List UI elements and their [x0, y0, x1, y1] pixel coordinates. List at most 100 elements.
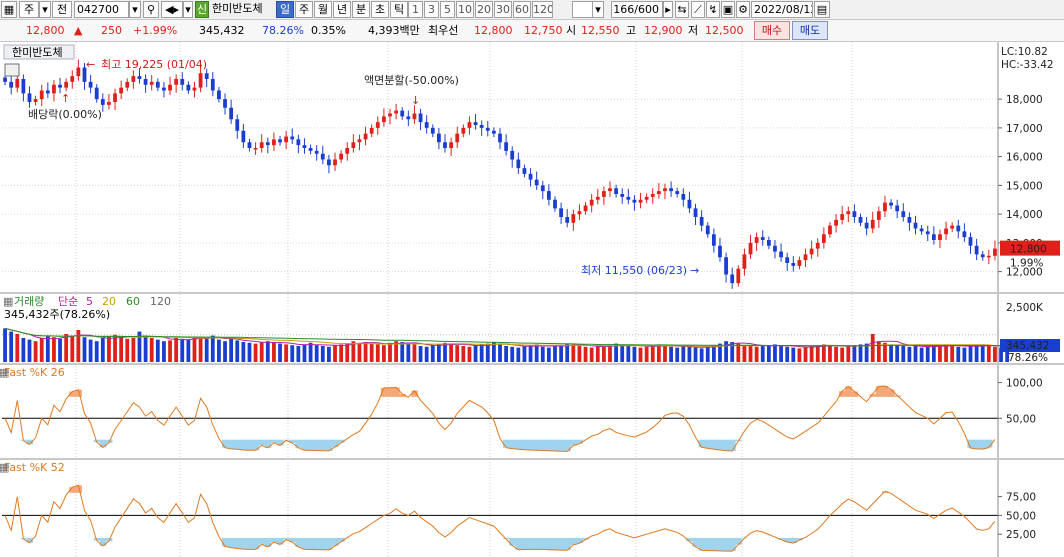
interval-chevron-down-icon[interactable]: ▾	[592, 1, 604, 18]
fastk52-oversold-fill	[570, 537, 577, 545]
fastk52-oversold-fill	[509, 537, 516, 546]
volume-bar	[296, 346, 301, 362]
interval-button-30[interactable]: 30	[494, 1, 512, 18]
volume-bar	[870, 334, 875, 362]
period-tab-1[interactable]: 주	[295, 1, 313, 18]
fastk26-oversold-fill	[533, 439, 541, 451]
interval-button-5[interactable]: 5	[440, 1, 455, 18]
volume-bar	[986, 346, 991, 362]
speaker-icon[interactable]: ◀▸	[161, 1, 183, 18]
compare-icon[interactable]: ⇆	[675, 1, 689, 18]
period-tab-0[interactable]: 일	[276, 1, 294, 18]
fastk52-oversold-fill	[686, 537, 693, 542]
volume-value: 345,432	[199, 24, 245, 37]
fastk26-oversold-fill	[521, 439, 528, 450]
candle-body	[815, 242, 820, 249]
interval-button-120[interactable]: 120	[532, 1, 553, 18]
candle-body	[400, 110, 405, 117]
candle-body	[388, 113, 392, 117]
fastk26-line	[4, 385, 996, 452]
fastk52-oversold-fill	[221, 537, 229, 547]
candle-body	[9, 81, 14, 88]
candle-body	[131, 76, 136, 82]
interval-button-3[interactable]: 3	[424, 1, 439, 18]
volume-bar	[473, 345, 478, 362]
count-chevron-icon[interactable]: ▸	[663, 1, 673, 18]
zigzag-icon[interactable]: ↯	[706, 1, 720, 18]
candle-body	[15, 79, 20, 88]
fastk26-overbought-fill	[869, 394, 877, 397]
interval-button-1[interactable]: 1	[408, 1, 423, 18]
prev-button[interactable]: 전	[52, 1, 72, 18]
interval-button-20[interactable]: 20	[475, 1, 493, 18]
period-tab-3[interactable]: 년	[333, 1, 351, 18]
stock-chart[interactable]: 18,00017,00016,00015,00014,00013,00012,0…	[0, 42, 1064, 557]
candle-body	[473, 122, 478, 125]
period-tab-4[interactable]: 분	[352, 1, 370, 18]
candle-body	[577, 211, 582, 215]
fastk26-oversold-fill	[307, 439, 315, 451]
data-count-field[interactable]: 166/600	[611, 1, 663, 18]
candle-body	[675, 191, 680, 194]
candle-body	[870, 219, 875, 229]
fastk26-oversold-fill	[319, 439, 327, 451]
candle-body	[650, 194, 655, 197]
market-select[interactable]: 주	[19, 1, 39, 18]
save-icon[interactable]: ▣	[721, 1, 735, 18]
period-tab-2[interactable]: 월	[314, 1, 332, 18]
high-arrow-icon: ←	[86, 58, 95, 71]
volume-bar	[100, 338, 105, 362]
volume-bar	[58, 338, 62, 362]
calendar-icon[interactable]: ▤	[814, 1, 830, 18]
buy-button[interactable]: 매수	[754, 21, 790, 40]
period-tab-5[interactable]: 초	[371, 1, 389, 18]
volume-bar	[443, 342, 447, 362]
fastk26-oversold-fill	[576, 439, 583, 444]
fastk26-overbought-fill	[399, 393, 406, 397]
volume-bar	[980, 344, 985, 362]
stock-code-input[interactable]: 042700	[74, 1, 129, 18]
fastk26-oversold-fill	[289, 439, 296, 443]
volume-bar	[82, 337, 87, 362]
volume-bar	[88, 339, 93, 362]
candle-body	[198, 73, 203, 88]
priority-label: 최우선	[428, 24, 459, 37]
volume-bar	[235, 340, 240, 362]
volume-bar	[632, 346, 637, 362]
fastk26-overbought-fill	[411, 390, 419, 397]
candle-body	[724, 257, 728, 275]
candle-body	[620, 194, 625, 197]
volume-bar	[773, 344, 777, 362]
period-tab-6[interactable]: 틱	[390, 1, 408, 18]
volume-bar	[217, 339, 221, 362]
ma-period-60: 60	[126, 295, 140, 308]
grid-menu-icon[interactable]: ▦	[1, 1, 17, 18]
candle-body	[485, 127, 490, 131]
volume-bar	[601, 346, 606, 362]
sell-button[interactable]: 매도	[792, 21, 828, 40]
code-chevron-down-icon[interactable]: ▾	[129, 1, 141, 18]
volume-bar	[125, 338, 130, 362]
volume-bar	[155, 339, 160, 362]
fastk26-oversold-fill	[698, 439, 706, 448]
volume-bar	[608, 345, 612, 362]
volume-bar	[491, 342, 496, 362]
volume-bar	[834, 346, 838, 362]
open-label: 시	[566, 24, 577, 37]
data-count-value: 166/600	[613, 3, 659, 16]
trendline-icon[interactable]: ⟋	[691, 1, 705, 18]
candle-body	[534, 179, 539, 186]
fastk52-oversold-fill	[539, 537, 547, 550]
date-input[interactable]: 2022/08/12	[751, 1, 813, 18]
market-chevron-down-icon[interactable]: ▾	[39, 1, 51, 18]
gear-icon[interactable]: ⚙	[736, 1, 750, 18]
interval-button-60[interactable]: 60	[513, 1, 531, 18]
interval-button-10[interactable]: 10	[456, 1, 474, 18]
fastk52-oversold-fill	[582, 537, 590, 540]
volume-bar	[718, 343, 722, 362]
speaker-chevron-down-icon[interactable]: ▾	[183, 1, 193, 18]
fastk26-oversold-fill	[985, 439, 993, 448]
volume-bar	[999, 347, 1003, 362]
fastk52-tick-label: 75,00	[1006, 492, 1036, 504]
search-icon[interactable]: ⚲	[143, 1, 159, 18]
